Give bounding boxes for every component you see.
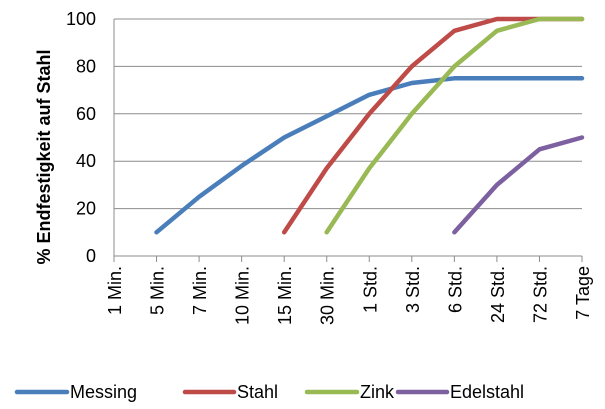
gridlines (114, 18, 582, 210)
series-lines (154, 16, 585, 235)
x-tick-label: 3 Std. (403, 266, 423, 313)
y-tick-label: 100 (66, 9, 96, 29)
legend-label-messing: Messing (70, 382, 137, 402)
y-tick-label: 80 (76, 56, 96, 76)
x-tick-label: 15 Min. (275, 266, 295, 325)
x-tick-label: 1 Min. (105, 266, 125, 315)
x-tick-label: 1 Std. (360, 266, 380, 313)
y-tick-labels: 0 20 40 60 80 100 (66, 9, 96, 266)
axes (113, 19, 583, 262)
y-tick-label: 20 (76, 199, 96, 219)
x-tick-label: 24 Std. (488, 266, 508, 323)
series-line-messing (154, 76, 585, 235)
x-tick-label: 7 Min. (190, 266, 210, 315)
y-tick-label: 40 (76, 151, 96, 171)
x-tick-label: 72 Std. (530, 266, 550, 323)
series-line-zink (324, 16, 585, 235)
y-tick-label: 60 (76, 104, 96, 124)
legend: Messing Stahl Zink Edelstahl (14, 382, 524, 402)
x-tick-label: 6 Std. (445, 266, 465, 313)
series-line-edelstahl (452, 135, 585, 235)
x-tick-label: 10 Min. (233, 266, 253, 325)
y-axis-title: % Endfestigkeit auf Stahl (34, 49, 54, 264)
series-line-stahl (281, 16, 585, 235)
y-tick-label: 0 (86, 246, 96, 266)
x-tick-labels: 1 Min. 5 Min. 7 Min. 10 Min. 15 Min. 30 Min. 1… (105, 266, 593, 325)
x-tick-label: 30 Min. (318, 266, 338, 325)
legend-label-stahl: Stahl (237, 382, 278, 402)
x-tick-label: 7 Tage (573, 266, 593, 320)
x-tick-label: 5 Min. (148, 266, 168, 315)
legend-label-zink: Zink (360, 382, 395, 402)
legend-label-edelstahl: Edelstahl (450, 382, 524, 402)
